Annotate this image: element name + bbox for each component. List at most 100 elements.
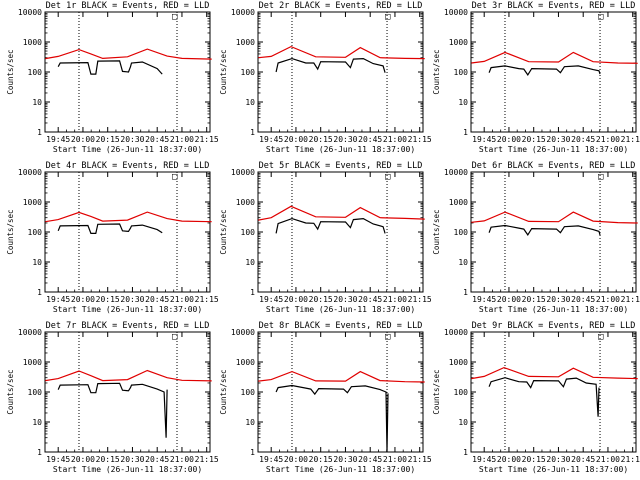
y-axis-label: Counts/sec	[432, 209, 441, 254]
y-tick-label: 10	[458, 418, 468, 427]
x-tick-label: 20:00	[497, 455, 521, 464]
x-tick-label: 20:00	[71, 455, 95, 464]
y-tick-label: 1	[250, 288, 255, 297]
y-axis-label: Counts/sec	[6, 49, 15, 94]
y-tick-label: 10	[245, 98, 255, 107]
x-tick-label: 20:15	[96, 455, 120, 464]
panel-det-1: Det 1r BLACK = Events, RED = LLD□ 1 10 100 1…	[6, 1, 219, 154]
x-tick-label: 19:45	[46, 455, 70, 464]
y-tick-label: 100	[241, 228, 256, 237]
panel-title: Det 6r BLACK = Events, RED = LLD	[472, 161, 636, 171]
x-axis-label: Start Time (26-Jun-11 18:37:00)	[53, 465, 202, 474]
y-tick-label: 10	[32, 258, 42, 267]
x-axis-label: Start Time (26-Jun-11 18:37:00)	[53, 305, 202, 314]
y-tick-label: 100	[241, 388, 256, 397]
series-events-black	[275, 57, 386, 73]
y-axis-label: Counts/sec	[219, 209, 228, 254]
y-tick-label: 10	[245, 418, 255, 427]
corner-mark: □	[172, 172, 178, 182]
x-tick-label: 20:15	[522, 295, 546, 304]
y-tick-label: 1	[37, 288, 42, 297]
x-tick-label: 20:30	[120, 455, 144, 464]
x-tick-label: 21:15	[621, 295, 640, 304]
y-axis-label: Counts/sec	[6, 369, 15, 414]
x-tick-label: 20:30	[546, 135, 570, 144]
x-tick-label: 19:45	[259, 135, 283, 144]
x-tick-label: 21:15	[195, 455, 219, 464]
x-tick-label: 20:45	[358, 135, 382, 144]
plot-frame	[470, 171, 637, 293]
y-axis-label: Counts/sec	[6, 209, 15, 254]
x-tick-label: 21:00	[383, 455, 407, 464]
plot-frame	[44, 331, 211, 453]
x-tick-label: 20:15	[522, 455, 546, 464]
x-tick-label: 19:45	[259, 455, 283, 464]
series-lld-red	[45, 48, 212, 60]
panel-det-2: Det 2r BLACK = Events, RED = LLD□ 1 10 100 1…	[219, 1, 432, 154]
series-events-black	[275, 217, 386, 234]
x-tick-label: 21:15	[408, 135, 432, 144]
corner-mark: □	[385, 12, 391, 22]
series-lld-red	[45, 369, 212, 382]
x-tick-label: 21:15	[195, 295, 219, 304]
y-tick-label: 1000	[23, 198, 42, 207]
x-tick-label: 20:45	[358, 295, 382, 304]
y-tick-label: 1	[37, 128, 42, 137]
y-tick-label: 10000	[444, 328, 468, 337]
panel-det-3: Det 3r BLACK = Events, RED = LLD□ 1 10 100 1…	[432, 1, 640, 154]
x-axis-label: Start Time (26-Jun-11 18:37:00)	[479, 465, 628, 474]
x-tick-label: 20:00	[284, 135, 308, 144]
panel-det-7: Det 7r BLACK = Events, RED = LLD□ 1 10 100 1…	[6, 321, 219, 474]
series-events-black	[57, 382, 168, 438]
corner-mark: □	[598, 332, 604, 342]
x-tick-label: 21:15	[408, 295, 432, 304]
x-tick-label: 21:15	[621, 455, 640, 464]
y-tick-label: 1000	[23, 358, 42, 367]
x-tick-label: 21:15	[408, 455, 432, 464]
plot-frame	[257, 171, 424, 293]
series-events-black	[488, 65, 601, 76]
x-tick-label: 20:45	[571, 455, 595, 464]
x-tick-label: 20:45	[358, 455, 382, 464]
x-axis-label: Start Time (26-Jun-11 18:37:00)	[266, 145, 415, 154]
panel-title: Det 4r BLACK = Events, RED = LLD	[46, 161, 210, 171]
y-axis-label: Counts/sec	[219, 369, 228, 414]
x-tick-label: 21:00	[596, 455, 620, 464]
y-tick-label: 100	[28, 228, 43, 237]
panel-det-8: Det 8r BLACK = Events, RED = LLD□ 1 10 100 1…	[219, 321, 432, 474]
panel-title: Det 9r BLACK = Events, RED = LLD	[472, 321, 636, 331]
y-tick-label: 100	[454, 388, 469, 397]
plot-frame	[257, 11, 424, 133]
series-lld-red	[258, 205, 425, 221]
series-lld-red	[471, 211, 638, 224]
series-events-black	[57, 60, 163, 75]
y-tick-label: 100	[241, 68, 256, 77]
x-tick-label: 21:15	[195, 135, 219, 144]
y-tick-label: 10000	[18, 8, 42, 17]
x-tick-label: 19:45	[472, 135, 496, 144]
series-lld-red	[258, 45, 425, 60]
y-axis-label: Counts/sec	[219, 49, 228, 94]
x-tick-label: 21:15	[621, 135, 640, 144]
y-tick-label: 1	[37, 448, 42, 457]
y-tick-label: 1	[463, 128, 468, 137]
x-tick-label: 21:00	[170, 135, 194, 144]
y-tick-label: 100	[454, 68, 469, 77]
x-tick-label: 20:15	[309, 135, 333, 144]
y-tick-label: 1000	[23, 38, 42, 47]
series-events-black	[488, 377, 600, 417]
y-tick-label: 10000	[231, 168, 255, 177]
y-tick-label: 10000	[231, 8, 255, 17]
x-tick-label: 19:45	[46, 295, 70, 304]
x-tick-label: 20:15	[309, 295, 333, 304]
y-tick-label: 1000	[236, 358, 255, 367]
y-tick-label: 1000	[236, 38, 255, 47]
series-events-black	[488, 224, 601, 236]
y-tick-label: 10000	[18, 168, 42, 177]
x-tick-label: 20:15	[309, 455, 333, 464]
corner-mark: □	[385, 172, 391, 182]
series-events-black	[275, 384, 389, 453]
x-tick-label: 20:00	[71, 135, 95, 144]
x-tick-label: 20:15	[522, 135, 546, 144]
